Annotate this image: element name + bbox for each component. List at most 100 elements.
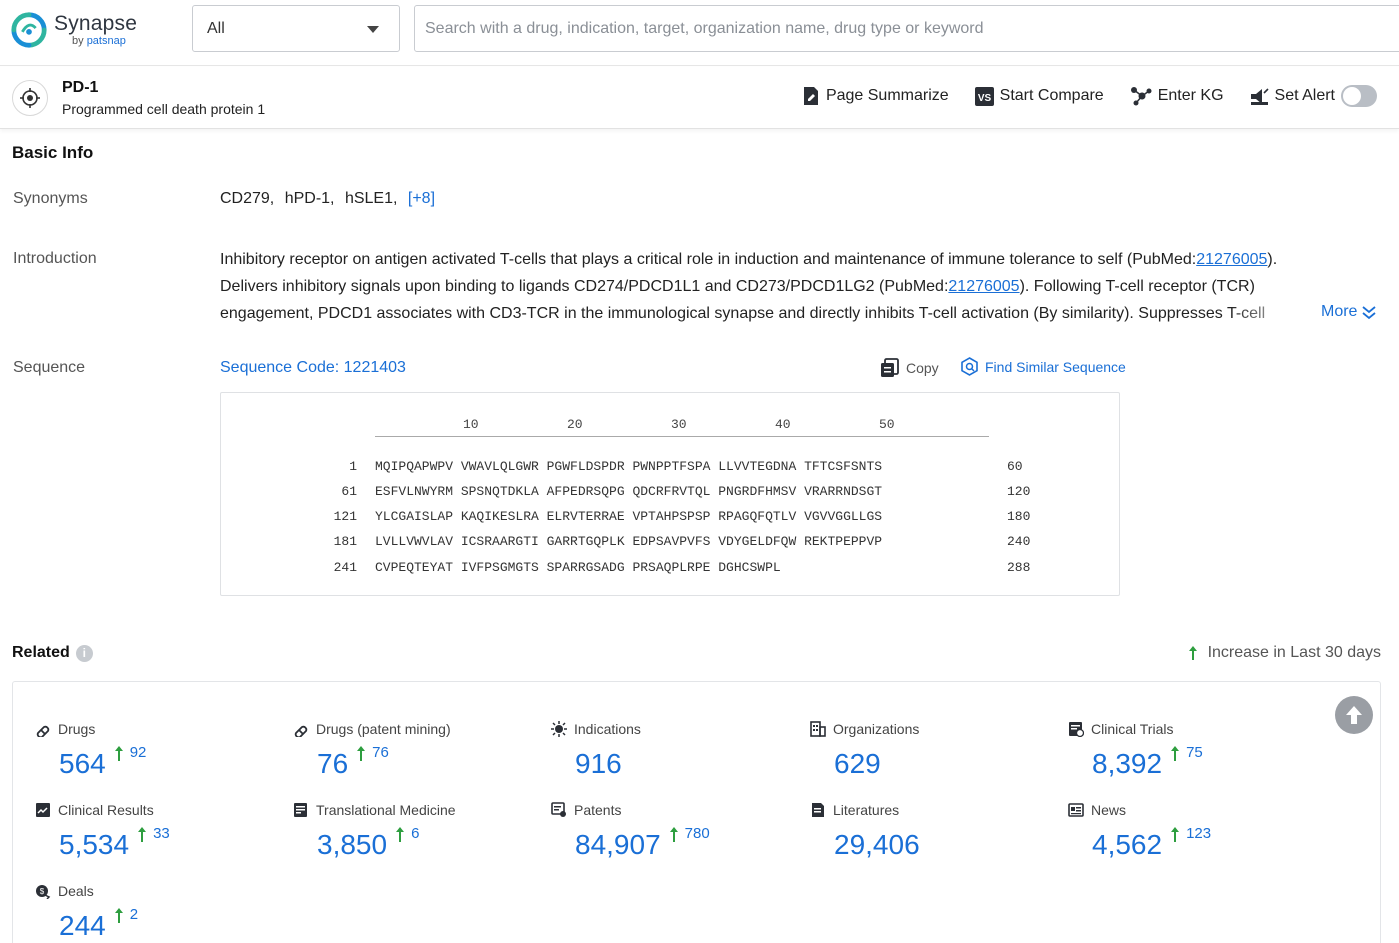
stat-increase: 75 bbox=[1170, 744, 1203, 762]
pubmed-link[interactable]: 21276005 bbox=[1196, 251, 1267, 268]
stat-label: Drugs bbox=[35, 720, 285, 738]
virus-icon bbox=[551, 721, 567, 737]
stat-increase-value[interactable]: 92 bbox=[130, 744, 147, 761]
stat-increase: 33 bbox=[137, 825, 170, 843]
stat-value-group: 916 bbox=[575, 748, 622, 780]
stat-count-link[interactable]: 244 bbox=[59, 910, 106, 942]
related-stat-deals[interactable]: $Deals2442 bbox=[35, 882, 285, 943]
sequence-ruler: 10 20 30 40 50 bbox=[375, 417, 989, 437]
pubmed-link[interactable]: 21276005 bbox=[948, 278, 1019, 295]
target-name: PD-1 bbox=[62, 79, 98, 97]
set-alert-control[interactable]: Set Alert bbox=[1250, 85, 1377, 107]
stat-increase: 76 bbox=[356, 744, 389, 762]
find-similar-sequence-button[interactable]: Find Similar Sequence bbox=[960, 357, 1126, 376]
stat-increase-value[interactable]: 123 bbox=[1186, 825, 1211, 842]
stat-value-group: 5,53433 bbox=[59, 829, 170, 861]
brand-by: by patsnap bbox=[72, 36, 137, 47]
related-stat-clinical-trials[interactable]: Clinical Trials 8,392 75 bbox=[1068, 720, 1318, 790]
stat-increase-value[interactable]: 780 bbox=[685, 825, 710, 842]
synapse-logo[interactable]: Synapse by patsnap bbox=[10, 11, 137, 49]
sequence-row: 241 CVPEQTEYAT IVFPSGMGTS SPARRGSADG PRS… bbox=[221, 560, 1121, 578]
stat-value-group: 84,907780 bbox=[575, 829, 710, 861]
stat-label-text: Indications bbox=[574, 721, 641, 737]
ruler-tick: 40 bbox=[775, 417, 791, 432]
stat-label-text: News bbox=[1091, 802, 1126, 818]
related-stat-drugs[interactable]: Drugs56492 bbox=[35, 720, 285, 790]
arrow-up-icon bbox=[395, 826, 405, 843]
stat-count-link[interactable]: 76 bbox=[317, 748, 348, 780]
stat-label-text: Literatures bbox=[833, 802, 899, 818]
stat-label: Literatures bbox=[810, 801, 1060, 819]
page-summarize-button[interactable]: Page Summarize bbox=[802, 86, 949, 106]
stat-increase: 123 bbox=[1170, 825, 1211, 843]
set-alert-toggle[interactable] bbox=[1341, 85, 1377, 107]
start-compare-button[interactable]: VS Start Compare bbox=[975, 87, 1104, 106]
stat-increase-value[interactable]: 2 bbox=[130, 906, 138, 923]
related-stat-literatures[interactable]: Literatures 29,406 bbox=[810, 801, 1060, 871]
summarize-icon bbox=[802, 86, 820, 106]
related-stat-patents[interactable]: Patents84,907780 bbox=[551, 801, 801, 871]
stat-value-group: 29,406 bbox=[834, 829, 920, 861]
stat-increase: 92 bbox=[114, 744, 147, 762]
stat-count-link[interactable]: 629 bbox=[834, 748, 881, 780]
knowledge-graph-icon bbox=[1130, 86, 1152, 106]
related-stat-news[interactable]: News4,562123 bbox=[1068, 801, 1318, 871]
stat-count-link[interactable]: 5,534 bbox=[59, 829, 129, 861]
related-stat-translational-medicine[interactable]: Translational Medicine3,8506 bbox=[293, 801, 543, 871]
copy-sequence-button[interactable]: Copy bbox=[880, 358, 939, 378]
stat-count-link[interactable]: 8,392 bbox=[1092, 748, 1162, 780]
intro-fade bbox=[1230, 300, 1320, 327]
stat-count-link[interactable]: 916 bbox=[575, 748, 622, 780]
stat-increase: 2 bbox=[114, 906, 138, 924]
sequence-viewer: 10 20 30 40 50 1 MQIPQAPWPV VWAVLQLGWR P… bbox=[220, 392, 1120, 596]
row-residues: YLCGAISLAP KAQIKESLRA ELRVTERRAE VPTAHPS… bbox=[375, 509, 882, 524]
stat-increase-value[interactable]: 6 bbox=[411, 825, 419, 842]
book-icon bbox=[810, 802, 826, 818]
stat-value-group: 3,8506 bbox=[317, 829, 419, 861]
row-residues: CVPEQTEYAT IVFPSGMGTS SPARRGSADG PRSAQPL… bbox=[375, 560, 781, 575]
find-similar-label: Find Similar Sequence bbox=[985, 359, 1126, 375]
find-similar-icon bbox=[960, 357, 979, 376]
arrow-up-icon bbox=[669, 826, 679, 843]
sequence-code-link[interactable]: Sequence Code: 1221403 bbox=[220, 359, 406, 377]
related-stat-drugs-patent-mining[interactable]: Drugs (patent mining) 76 76 bbox=[293, 720, 543, 790]
stat-label-text: Drugs (patent mining) bbox=[316, 721, 451, 737]
set-alert-label: Set Alert bbox=[1275, 87, 1335, 105]
stat-increase-value[interactable]: 75 bbox=[1186, 744, 1203, 761]
related-stat-indications[interactable]: Indications 916 bbox=[551, 720, 801, 790]
search-input[interactable] bbox=[414, 5, 1399, 52]
stat-count-link[interactable]: 84,907 bbox=[575, 829, 661, 861]
related-stats-panel: Drugs56492Drugs (patent mining)7676Indic… bbox=[12, 681, 1381, 943]
scroll-to-top-button[interactable] bbox=[1335, 696, 1373, 734]
row-start: 181 bbox=[334, 534, 357, 549]
sequence-label: Sequence bbox=[13, 359, 85, 377]
introduction-text: Inhibitory receptor on antigen activated… bbox=[220, 246, 1330, 327]
search-scope-value: All bbox=[207, 20, 225, 38]
stat-increase-value[interactable]: 33 bbox=[153, 825, 170, 842]
intro-more-button[interactable]: More bbox=[1321, 303, 1377, 321]
compare-icon: VS bbox=[975, 87, 994, 106]
related-stat-organizations[interactable]: Organizations629 bbox=[810, 720, 1060, 790]
stat-label: Indications bbox=[551, 720, 801, 738]
stat-value-group: 56492 bbox=[59, 748, 146, 780]
enter-kg-button[interactable]: Enter KG bbox=[1130, 86, 1224, 106]
building-icon bbox=[810, 721, 826, 737]
stat-count-link[interactable]: 29,406 bbox=[834, 829, 920, 861]
stat-increase: 6 bbox=[395, 825, 419, 843]
stat-value-group: 4,562123 bbox=[1092, 829, 1211, 861]
row-start: 121 bbox=[334, 509, 357, 524]
stat-count-link[interactable]: 4,562 bbox=[1092, 829, 1162, 861]
stat-label: Clinical Results bbox=[35, 801, 285, 819]
copy-icon bbox=[880, 358, 900, 378]
search-scope-select[interactable]: All bbox=[192, 5, 400, 52]
news-icon bbox=[1068, 802, 1084, 818]
info-icon[interactable]: i bbox=[76, 645, 93, 662]
stat-count-link[interactable]: 3,850 bbox=[317, 829, 387, 861]
arrow-up-icon bbox=[137, 826, 147, 843]
related-stat-clinical-results[interactable]: Clinical Results5,53433 bbox=[35, 801, 285, 871]
stat-label-text: Clinical Trials bbox=[1091, 721, 1173, 737]
ruler-tick: 10 bbox=[463, 417, 479, 432]
stat-count-link[interactable]: 564 bbox=[59, 748, 106, 780]
synonyms-more-link[interactable]: [+8] bbox=[408, 190, 435, 207]
stat-increase-value[interactable]: 76 bbox=[372, 744, 389, 761]
